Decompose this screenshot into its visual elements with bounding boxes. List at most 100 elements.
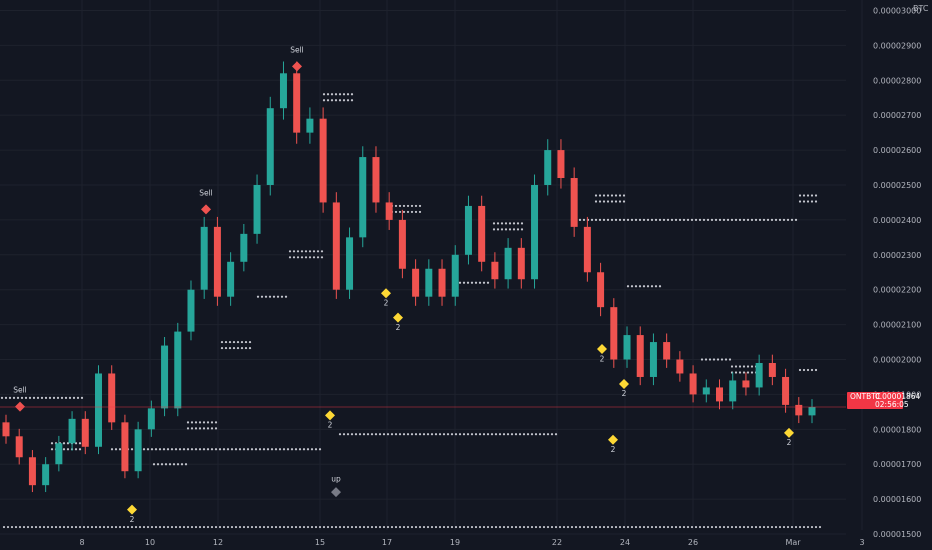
candle-body [583, 226, 591, 273]
level-dot [202, 448, 206, 451]
level-dot [56, 396, 60, 400]
level-dot [550, 525, 554, 529]
level-dot [302, 448, 306, 451]
level-dot [742, 525, 746, 529]
candle [464, 195, 472, 265]
level-dot [304, 256, 308, 259]
buy-signal-marker [127, 504, 137, 515]
level-dot [4, 396, 8, 400]
level-dot [50, 448, 54, 451]
level-dot [486, 433, 490, 436]
level-dot [454, 433, 458, 436]
candle-body [15, 436, 23, 458]
level-dot [18, 525, 22, 529]
level-dot [578, 218, 582, 221]
level-dot [486, 281, 490, 284]
candle [15, 428, 23, 465]
level-dot [220, 346, 224, 350]
level-dot [520, 222, 524, 225]
level-dot [346, 93, 350, 96]
level-dot [178, 448, 182, 451]
level-dot [478, 433, 482, 436]
y-tick-label: 0.00001600 [873, 495, 921, 504]
level-dot [450, 433, 454, 436]
candle [623, 326, 631, 368]
candle [451, 245, 459, 306]
level-dot [766, 218, 770, 221]
level-dot [520, 228, 524, 231]
candle-body [68, 418, 76, 444]
level-dot [466, 525, 470, 529]
level-dot [266, 448, 270, 451]
candle-body [240, 233, 248, 262]
level-dot [558, 525, 562, 529]
level-dot [218, 525, 222, 529]
candle-body [306, 118, 314, 133]
level-dot [382, 525, 386, 529]
level-dot [72, 396, 76, 400]
candle-body [81, 418, 89, 447]
candle-body [161, 345, 169, 409]
level-dot [394, 210, 398, 214]
level-dot [190, 525, 194, 529]
y-tick-label: 0.00002500 [873, 181, 921, 190]
level-dot [614, 194, 618, 197]
level-dot [750, 365, 754, 368]
level-dot [418, 433, 422, 436]
level-dot [702, 525, 706, 529]
candle [121, 414, 129, 479]
y-tick-label: 0.00002100 [873, 321, 921, 330]
level-dot [806, 194, 810, 197]
candle-body [227, 261, 235, 297]
level-dot [314, 525, 318, 529]
level-dot [154, 448, 158, 451]
level-dot [642, 218, 646, 221]
candle [68, 411, 76, 451]
candle [531, 174, 539, 289]
level-dot [190, 448, 194, 451]
level-dot [366, 525, 370, 529]
level-dot [22, 525, 26, 529]
level-dot [582, 525, 586, 529]
candle [200, 216, 208, 299]
sell-label: Sell [199, 188, 213, 197]
level-dot [522, 433, 526, 436]
candle-body [729, 380, 737, 402]
candle-body [795, 404, 803, 416]
level-dot [362, 433, 366, 436]
level-dot [622, 200, 626, 203]
level-dot [406, 210, 410, 214]
level-dot [654, 218, 658, 221]
level-dot [358, 433, 362, 436]
level-dot [310, 448, 314, 451]
level-dot [130, 448, 134, 451]
y-tick-label: 0.00002700 [873, 111, 921, 120]
level-dot [470, 281, 474, 284]
time-axis[interactable]: 8 10 12 15 17 19 22 24 26 Mar 3 [79, 538, 864, 547]
level-dot [34, 525, 38, 529]
level-dot [398, 204, 402, 208]
level-dot [202, 421, 206, 424]
candle-body [716, 387, 724, 402]
level-dot [166, 525, 170, 529]
level-dot [508, 222, 512, 225]
level-dot [610, 525, 614, 529]
y-tick-label: 0.00002300 [873, 251, 921, 260]
candle-body [504, 247, 512, 280]
sell-label: Sell [13, 386, 27, 395]
level-dot [152, 463, 156, 466]
candle-body [451, 254, 459, 297]
level-dot [282, 448, 286, 451]
candle-body [121, 422, 129, 472]
x-tick-label: 24 [620, 538, 630, 547]
level-dot [602, 218, 606, 221]
price-axis[interactable]: BTC 0.00001500 0.00001600 0.00001700 0.0000… [873, 4, 929, 539]
level-dot [158, 448, 162, 451]
level-dot [308, 250, 312, 253]
level-dot [244, 346, 248, 350]
level-dot [734, 525, 738, 529]
level-dot [206, 427, 210, 430]
level-dot [438, 433, 442, 436]
level-dot [434, 433, 438, 436]
